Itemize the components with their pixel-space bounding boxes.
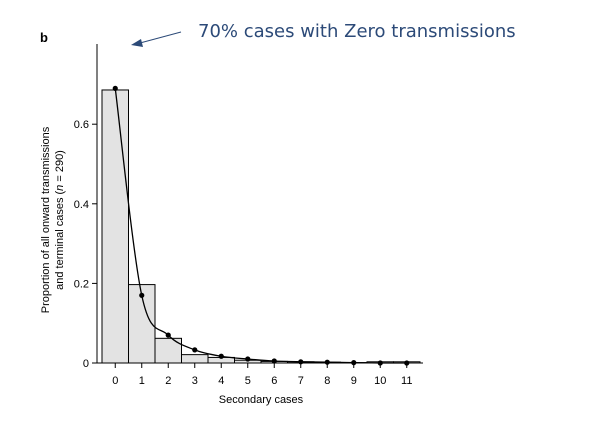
x-tick-label-11: 11	[401, 375, 412, 387]
y-axis-label-line2: and terminal cases (n = 290)	[54, 150, 66, 290]
x-tick-label-3: 3	[192, 375, 198, 387]
y-axis-label-line1: Proportion of all onward transmissions	[40, 126, 52, 313]
panel-letter: b	[40, 30, 48, 45]
x-tick-label-10: 10	[374, 375, 386, 387]
fit-point-5	[245, 356, 251, 362]
fit-point-4	[218, 353, 224, 359]
y-tick-label-0.2: 0.2	[74, 278, 89, 290]
y-ticks-group: 0 0.2 0.4 0.6	[74, 119, 97, 370]
y-tick-label-0: 0	[83, 358, 89, 370]
x-tick-label-6: 6	[271, 375, 277, 387]
fit-point-2	[165, 332, 171, 338]
fit-point-3	[192, 347, 198, 353]
x-tick-label-5: 5	[245, 375, 251, 387]
x-tick-label-8: 8	[324, 375, 330, 387]
x-tick-label-1: 1	[139, 375, 145, 387]
bar-0	[101, 89, 129, 364]
y-axis-label-line2-pre: and terminal cases (	[54, 190, 66, 289]
y-axis-label-line2-post: = 290)	[54, 150, 66, 185]
y-tick-label-0.4: 0.4	[74, 199, 89, 211]
annotation-text: 70% cases with Zero transmissions	[198, 21, 516, 42]
x-tick-label-7: 7	[298, 375, 304, 387]
bars-group	[101, 89, 421, 364]
annotation-arrowhead	[131, 39, 143, 47]
x-tick-label-2: 2	[165, 375, 171, 387]
fit-point-8	[324, 359, 330, 365]
fit-point-0	[112, 85, 118, 91]
y-axis-label-n: n	[54, 185, 66, 191]
x-tick-label-9: 9	[351, 375, 357, 387]
bar-3	[181, 354, 209, 364]
x-ticks-group: 0 1 2 3 4 5 6 7 8 9 10 11	[112, 363, 412, 387]
y-tick-label-0.6: 0.6	[74, 119, 89, 131]
fit-point-1	[139, 292, 145, 298]
y-axis-label: Proportion of all onward transmissions a…	[40, 126, 66, 313]
annotation-arrow-line	[139, 31, 182, 44]
x-axis-label: Secondary cases	[219, 394, 304, 406]
x-tick-label-0: 0	[112, 375, 118, 387]
x-tick-label-4: 4	[218, 375, 224, 387]
fit-curve	[114, 88, 407, 364]
fit-point-6	[271, 358, 277, 364]
fit-group	[112, 85, 410, 366]
